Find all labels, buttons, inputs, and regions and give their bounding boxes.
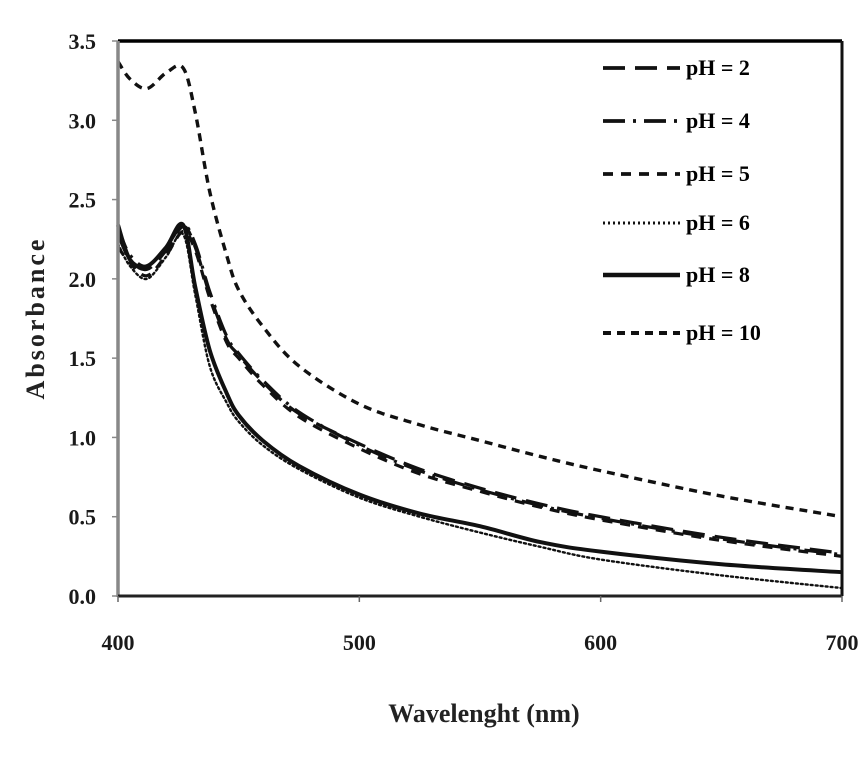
y-tick-label: 3.0: [69, 108, 97, 133]
legend-item: pH = 8: [603, 262, 750, 287]
legend: pH = 2 pH = 4 pH = 5 pH = 6 pH = 8 pH = 10: [603, 55, 761, 345]
legend-label: pH = 2: [686, 55, 750, 80]
legend-label: pH = 10: [686, 320, 761, 345]
series-line-ph-2: [116, 224, 843, 555]
x-tick-label: 600: [584, 630, 617, 655]
y-tick-label: 0.5: [69, 505, 97, 530]
legend-item: pH = 5: [603, 161, 750, 186]
y-tick-label: 1.5: [69, 346, 97, 371]
legend-item: pH = 2: [603, 55, 750, 80]
plot-area: [116, 39, 844, 598]
y-axis-ticks: 0.0 0.5 1.0 1.5 2.0 2.5 3.0 3.5: [69, 29, 118, 609]
legend-label: pH = 5: [686, 161, 750, 186]
series-line-ph-8: [116, 221, 843, 575]
x-axis-title: Wavelenght (nm): [388, 699, 579, 728]
y-tick-label: 2.5: [69, 188, 97, 213]
y-axis-title: Absorbance: [21, 237, 50, 400]
plot-frame: [118, 41, 842, 596]
y-tick-label: 3.5: [69, 29, 97, 54]
legend-label: pH = 4: [686, 108, 750, 133]
legend-label: pH = 8: [686, 262, 750, 287]
x-axis-ticks: 400 500 600 700: [102, 596, 859, 655]
series-line-ph-6: [116, 232, 844, 590]
legend-item: pH = 10: [603, 320, 761, 345]
series-line-ph-10: [116, 60, 843, 519]
x-tick-label: 700: [826, 630, 859, 655]
y-tick-label: 1.0: [69, 425, 97, 450]
series-layer: [116, 60, 844, 590]
x-tick-label: 500: [343, 630, 376, 655]
y-tick-label: 0.0: [69, 584, 97, 609]
legend-item: pH = 4: [603, 108, 750, 133]
x-tick-label: 400: [102, 630, 135, 655]
series-line-ph-5: [116, 229, 843, 558]
legend-item: pH = 6: [603, 210, 750, 235]
legend-label: pH = 6: [686, 210, 750, 235]
y-tick-label: 2.0: [69, 267, 97, 292]
